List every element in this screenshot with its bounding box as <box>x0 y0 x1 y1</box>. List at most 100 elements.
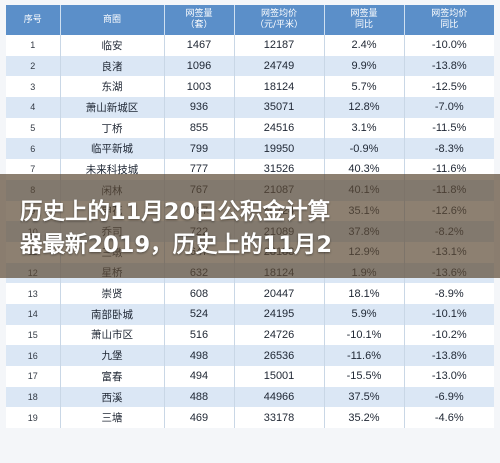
row-volume-yoy: 37.5% <box>324 386 405 408</box>
row-volume-yoy: 18.1% <box>324 283 405 304</box>
row-sales-volume: 516 <box>164 324 235 346</box>
row-price-yoy: -13.8% <box>404 345 494 366</box>
row-index: 14 <box>6 303 61 325</box>
row-volume-yoy: 35.2% <box>324 407 405 429</box>
row-price-yoy: -7.0% <box>404 97 494 118</box>
row-area: 良渚 <box>60 55 165 77</box>
table-row: 3 东湖 1003 18124 5.7% -12.5% <box>6 76 494 98</box>
row-index: 6 <box>6 138 61 160</box>
row-index: 17 <box>6 366 61 387</box>
row-price-yoy: -10.1% <box>404 303 494 325</box>
row-area: 南部卧城 <box>60 303 165 325</box>
row-sales-volume: 799 <box>164 138 235 160</box>
row-sales-volume: 498 <box>164 345 235 366</box>
row-area: 萧山新城区 <box>60 97 165 118</box>
row-area: 东湖 <box>60 76 165 98</box>
row-price-yoy: -13.8% <box>404 55 494 77</box>
row-avg-price: 18124 <box>234 76 325 98</box>
header-area: 商圈 <box>60 5 165 35</box>
headline-line-2: 器最新2019，历史上的11月2 <box>20 232 333 258</box>
row-price-yoy: -10.0% <box>404 35 494 56</box>
row-sales-volume: 936 <box>164 97 235 118</box>
table-header-row: 序号 商圈 网签量 （套） 网签均价 （元/平米） 网签量 同比 网签均价 同比 <box>6 5 494 35</box>
header-avg-price: 网签均价 （元/平米） <box>234 5 325 35</box>
row-sales-volume: 494 <box>164 366 235 387</box>
row-volume-yoy: 5.9% <box>324 303 405 325</box>
row-volume-yoy: 9.9% <box>324 55 405 77</box>
header-price-yoy: 网签均价 同比 <box>404 5 494 35</box>
table-row: 19 三塘 469 33178 35.2% -4.6% <box>6 407 494 429</box>
row-sales-volume: 1003 <box>164 76 235 98</box>
row-sales-volume: 524 <box>164 303 235 325</box>
table-row: 15 萧山市区 516 24726 -10.1% -10.2% <box>6 324 494 346</box>
article-headline: 历史上的11月20日公积金计算 器最新2019，历史上的11月2 <box>20 196 500 262</box>
row-index: 1 <box>6 35 61 56</box>
row-price-yoy: -6.9% <box>404 386 494 408</box>
row-price-yoy: -11.5% <box>404 117 494 139</box>
row-avg-price: 19950 <box>234 138 325 160</box>
headline-overlay-band <box>0 174 500 278</box>
row-area: 九堡 <box>60 345 165 366</box>
headline-line-1: 历史上的11月20日公积金计算 <box>20 199 331 225</box>
row-price-yoy: -8.9% <box>404 283 494 304</box>
row-avg-price: 24749 <box>234 55 325 77</box>
row-area: 临平新城 <box>60 138 165 160</box>
row-avg-price: 33178 <box>234 407 325 429</box>
row-index: 16 <box>6 345 61 366</box>
row-area: 西溪 <box>60 386 165 408</box>
row-price-yoy: -12.5% <box>404 76 494 98</box>
table-row: 2 良渚 1096 24749 9.9% -13.8% <box>6 55 494 77</box>
row-avg-price: 24516 <box>234 117 325 139</box>
row-volume-yoy: -15.5% <box>324 366 405 387</box>
row-price-yoy: -13.0% <box>404 366 494 387</box>
row-sales-volume: 469 <box>164 407 235 429</box>
table-row: 5 丁桥 855 24516 3.1% -11.5% <box>6 117 494 139</box>
table-row: 1 临安 1467 12187 2.4% -10.0% <box>6 35 494 56</box>
header-sales-volume: 网签量 （套） <box>164 5 235 35</box>
table-row: 6 临平新城 799 19950 -0.9% -8.3% <box>6 138 494 160</box>
row-avg-price: 44966 <box>234 386 325 408</box>
row-area: 富春 <box>60 366 165 387</box>
row-avg-price: 24726 <box>234 324 325 346</box>
table-row: 18 西溪 488 44966 37.5% -6.9% <box>6 386 494 408</box>
row-sales-volume: 855 <box>164 117 235 139</box>
row-avg-price: 26536 <box>234 345 325 366</box>
row-area: 临安 <box>60 35 165 56</box>
header-volume-yoy: 网签量 同比 <box>324 5 405 35</box>
table-row: 13 崇贤 608 20447 18.1% -8.9% <box>6 283 494 304</box>
table-row: 17 富春 494 15001 -15.5% -13.0% <box>6 366 494 387</box>
row-volume-yoy: 3.1% <box>324 117 405 139</box>
row-index: 4 <box>6 97 61 118</box>
row-index: 19 <box>6 407 61 429</box>
row-area: 萧山市区 <box>60 324 165 346</box>
row-index: 18 <box>6 386 61 408</box>
row-index: 5 <box>6 117 61 139</box>
row-index: 3 <box>6 76 61 98</box>
row-area: 丁桥 <box>60 117 165 139</box>
row-avg-price: 20447 <box>234 283 325 304</box>
row-price-yoy: -8.3% <box>404 138 494 160</box>
row-volume-yoy: 12.8% <box>324 97 405 118</box>
row-avg-price: 35071 <box>234 97 325 118</box>
row-sales-volume: 608 <box>164 283 235 304</box>
row-sales-volume: 488 <box>164 386 235 408</box>
row-index: 13 <box>6 283 61 304</box>
header-index: 序号 <box>6 5 61 35</box>
row-volume-yoy: 2.4% <box>324 35 405 56</box>
row-area: 三塘 <box>60 407 165 429</box>
row-area: 崇贤 <box>60 283 165 304</box>
row-avg-price: 24195 <box>234 303 325 325</box>
row-avg-price: 15001 <box>234 366 325 387</box>
row-avg-price: 12187 <box>234 35 325 56</box>
row-index: 15 <box>6 324 61 346</box>
row-price-yoy: -10.2% <box>404 324 494 346</box>
table-row: 4 萧山新城区 936 35071 12.8% -7.0% <box>6 97 494 118</box>
row-index: 2 <box>6 55 61 77</box>
row-volume-yoy: -10.1% <box>324 324 405 346</box>
table-row: 16 九堡 498 26536 -11.6% -13.8% <box>6 345 494 366</box>
row-volume-yoy: -0.9% <box>324 138 405 160</box>
row-sales-volume: 1096 <box>164 55 235 77</box>
row-sales-volume: 1467 <box>164 35 235 56</box>
row-volume-yoy: -11.6% <box>324 345 405 366</box>
table-row: 14 南部卧城 524 24195 5.9% -10.1% <box>6 303 494 325</box>
